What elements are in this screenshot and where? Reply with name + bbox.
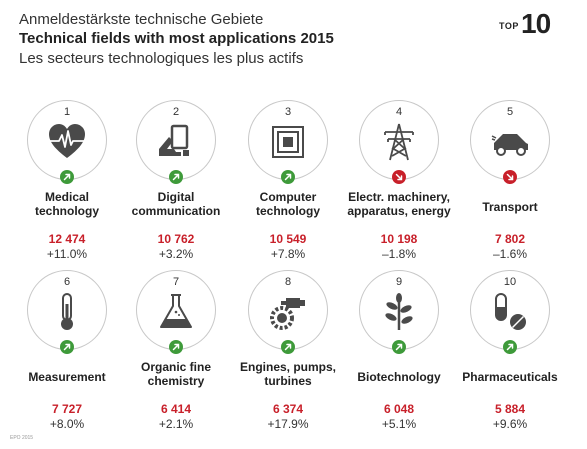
field-item-3: 3 Computer technology 10 549 +7.8% <box>230 100 346 270</box>
item-name-line1: Digital <box>157 190 195 204</box>
item-count: 5 884 <box>494 402 526 416</box>
top10-badge-number: 10 <box>521 8 551 39</box>
item-rank: 10 <box>503 276 517 288</box>
item-name-line2: communication <box>131 204 221 218</box>
item-name-line1: Transport <box>482 200 538 214</box>
item-name: Measurement <box>9 370 125 384</box>
item-name-line1: Computer <box>259 190 317 204</box>
item-change: +8.0% <box>49 417 85 431</box>
item-count: 12 474 <box>48 232 86 246</box>
item-rank: 5 <box>506 106 514 118</box>
title-french: Les secteurs technologiques les plus act… <box>19 50 304 67</box>
flask-icon <box>160 294 192 328</box>
item-name-line1: Measurement <box>28 370 106 384</box>
trend-up-badge <box>281 340 295 354</box>
item-name-line1: Engines, pumps, <box>239 360 336 374</box>
top10-badge: TOP 10 <box>499 8 579 48</box>
plant-icon <box>385 293 413 330</box>
item-count: 6 374 <box>272 402 304 416</box>
item-name-line1: Organic fine <box>140 360 211 374</box>
item-rank: 7 <box>172 276 180 288</box>
item-name: Biotechnology <box>341 370 457 384</box>
title-english: Technical fields with most applications … <box>19 30 334 47</box>
top10-badge-top: TOP <box>499 21 519 31</box>
item-count: 10 762 <box>157 232 195 246</box>
item-name: Computer technology <box>230 190 346 218</box>
item-name: Organic fine chemistry <box>118 360 234 388</box>
item-name-line2: chemistry <box>147 374 205 388</box>
item-rank: 8 <box>284 276 292 288</box>
item-name-line1: Electr. machinery, <box>348 190 450 204</box>
field-item-1: 1 Medical technology 12 474 +11.0% <box>9 100 125 270</box>
item-change: +9.6% <box>492 417 528 431</box>
field-item-7: 7 Organic fine chemistry 6 414 +2.1% <box>118 270 234 440</box>
trend-up-badge <box>503 340 517 354</box>
title-german: Anmeldestärkste technische Gebiete <box>19 11 264 28</box>
item-rank: 6 <box>63 276 71 288</box>
item-count: 7 802 <box>494 232 526 246</box>
item-name: Engines, pumps, turbines <box>230 360 346 388</box>
item-name: Digital communication <box>118 190 234 218</box>
item-name-line2: apparatus, energy <box>347 204 451 218</box>
item-change: +17.9% <box>267 417 309 431</box>
trend-down-badge <box>503 170 517 184</box>
heart-ecg-icon <box>49 124 85 158</box>
item-name-line1: Medical <box>44 190 89 204</box>
item-change: +5.1% <box>381 417 417 431</box>
item-change: +7.8% <box>270 247 306 261</box>
item-name: Pharmaceuticals <box>452 370 568 384</box>
field-item-9: 9 Biotechnology 6 048 +5.1% <box>341 270 457 440</box>
thermometer-icon <box>61 293 73 330</box>
item-change: +11.0% <box>46 247 88 261</box>
trend-up-badge <box>169 340 183 354</box>
item-count: 6 048 <box>383 402 415 416</box>
field-item-6: 6 Measurement 7 727 +8.0% <box>9 270 125 440</box>
item-count: 10 549 <box>269 232 307 246</box>
trend-up-badge <box>281 170 295 184</box>
trend-down-badge <box>392 170 406 184</box>
item-circle <box>470 270 550 350</box>
item-name-line2: technology <box>255 204 320 218</box>
item-name: Transport <box>452 200 568 214</box>
item-circle <box>136 270 216 350</box>
field-item-5: 5 Transport 7 802 –1.6% <box>452 100 568 270</box>
item-circle <box>359 100 439 180</box>
field-item-2: 2 Digital communication 10 762 +3.2% <box>118 100 234 270</box>
car-icon <box>491 134 528 156</box>
pills-icon <box>495 293 526 330</box>
trend-up-badge <box>392 340 406 354</box>
field-item-10: 10 Pharmaceuticals 5 884 +9.6% <box>452 270 568 440</box>
item-name: Medical technology <box>9 190 125 218</box>
trend-up-badge <box>60 340 74 354</box>
field-item-8: 8 Engines, pumps, turbines 6 374 +17.9% <box>230 270 346 440</box>
item-change: +2.1% <box>158 417 194 431</box>
item-rank: 1 <box>63 106 71 118</box>
source-note: EPO 2015 <box>10 435 34 441</box>
item-name: Electr. machinery, apparatus, energy <box>341 190 457 218</box>
item-circle <box>136 100 216 180</box>
trend-up-badge <box>60 170 74 184</box>
item-name-line2: technology <box>34 204 99 218</box>
item-count: 7 727 <box>51 402 83 416</box>
item-name-line1: Biotechnology <box>357 370 441 384</box>
item-circle <box>248 270 328 350</box>
trend-up-badge <box>169 170 183 184</box>
item-rank: 3 <box>284 106 292 118</box>
hand-tablet-icon <box>159 124 189 156</box>
item-change: –1.8% <box>381 247 417 261</box>
power-pylon-icon <box>384 123 414 161</box>
item-rank: 4 <box>395 106 403 118</box>
item-count: 10 198 <box>380 232 418 246</box>
item-name-line2: turbines <box>264 374 312 388</box>
field-item-4: 4 Electr. machinery, apparatus, energy 1… <box>341 100 457 270</box>
item-count: 6 414 <box>160 402 192 416</box>
item-rank: 2 <box>172 106 180 118</box>
engine-gear-icon <box>270 298 305 330</box>
item-change: –1.6% <box>492 247 528 261</box>
item-change: +3.2% <box>158 247 194 261</box>
microchip-icon <box>272 126 304 158</box>
item-name-line1: Pharmaceuticals <box>462 370 558 384</box>
item-rank: 9 <box>395 276 403 288</box>
